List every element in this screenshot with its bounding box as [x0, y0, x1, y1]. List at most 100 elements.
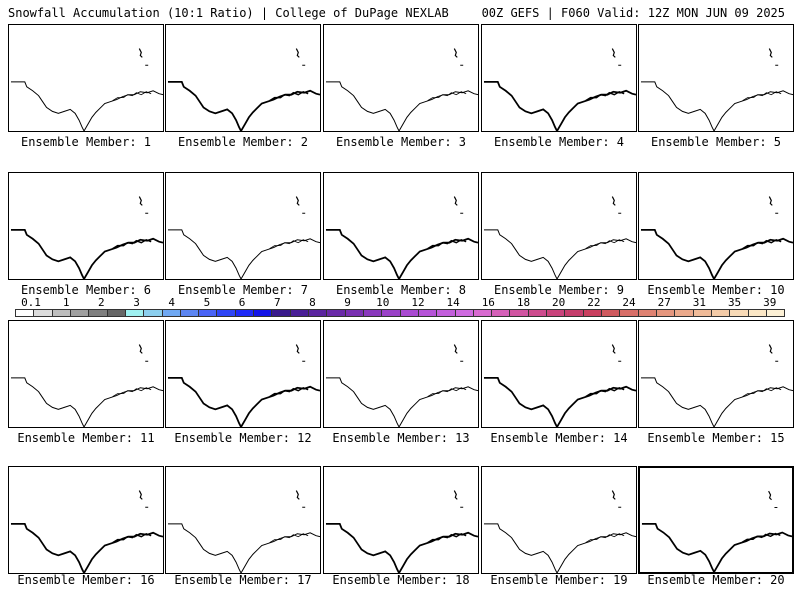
island-outline [295, 196, 300, 206]
ensemble-member-label: Ensemble Member: 20 [647, 573, 785, 587]
island-outline [453, 344, 458, 354]
coastline-detail [742, 238, 782, 250]
ensemble-panel[interactable] [323, 172, 479, 280]
ensemble-panel[interactable] [481, 320, 637, 428]
colorbar-tick-label: 12 [411, 296, 425, 309]
coastline-detail [427, 387, 467, 397]
ensemble-panel[interactable] [638, 172, 794, 280]
coastline-detail [585, 239, 625, 249]
colorbar-swatch [180, 310, 200, 316]
colorbar-swatch [254, 310, 273, 316]
ensemble-panel[interactable] [323, 466, 479, 574]
ensemble-member-label: Ensemble Member: 10 [647, 283, 785, 297]
colorbar-swatch [693, 310, 712, 316]
colorbar-swatch [290, 310, 309, 316]
ensemble-panel[interactable] [638, 320, 794, 428]
ensemble-panel[interactable] [481, 172, 637, 280]
coastline [167, 377, 320, 427]
island-outline [453, 48, 458, 58]
header-title-right: 00Z GEFS | F060 Valid: 12Z MON JUN 09 20… [481, 6, 785, 20]
ensemble-panel[interactable] [165, 172, 321, 280]
map-outline [325, 196, 478, 279]
ensemble-panel[interactable] [8, 24, 164, 132]
map-outline [640, 344, 793, 427]
island-outline [295, 344, 300, 354]
colorbar-swatch [345, 310, 364, 316]
coastline-detail [427, 91, 467, 101]
ensemble-member-label: Ensemble Member: 14 [490, 431, 628, 445]
colorbar-tick-label: 0.1 [21, 296, 41, 309]
colorbar-tick-label: 24 [622, 296, 636, 309]
colorbar-tick-label: 14 [446, 296, 460, 309]
island-outline [611, 196, 616, 206]
colorbar-swatch [711, 310, 731, 316]
ensemble-member-label: Ensemble Member: 16 [17, 573, 155, 587]
ensemble-panel[interactable] [481, 24, 637, 132]
colorbar-swatch [620, 310, 639, 316]
coastline-detail [269, 90, 309, 102]
map-outline [10, 196, 163, 279]
colorbar-tick-label: 35 [727, 296, 742, 309]
colorbar-swatch [730, 310, 749, 316]
map-outline [483, 196, 636, 279]
island-outline [295, 490, 300, 500]
header-title-left: Snowfall Accumulation (10:1 Ratio) | Col… [8, 6, 449, 20]
island-outline [138, 344, 143, 354]
ensemble-panel[interactable] [638, 24, 794, 132]
ensemble-member-label: Ensemble Member: 19 [490, 573, 628, 587]
colorbar-swatch [89, 310, 108, 316]
colorbar-tick-label: 16 [481, 296, 495, 309]
ensemble-panel[interactable] [165, 24, 321, 132]
coastline [483, 81, 636, 131]
island-outline [768, 490, 772, 501]
colorbar-tick-label: 22 [587, 296, 601, 309]
map-outline [10, 48, 163, 131]
ensemble-panel[interactable] [8, 172, 164, 280]
ensemble-member-label: Ensemble Member: 3 [335, 135, 467, 149]
ensemble-panel[interactable] [165, 466, 321, 574]
coastline-detail [741, 532, 781, 543]
colorbar-swatch [473, 310, 493, 316]
map-outline [167, 490, 320, 573]
ensemble-panel[interactable] [165, 320, 321, 428]
colorbar-tick-label: 39 [763, 296, 777, 309]
coastline [10, 523, 163, 573]
colorbar-swatch [16, 310, 35, 316]
ensemble-panel[interactable] [323, 24, 479, 132]
ensemble-panel[interactable] [481, 466, 637, 574]
coastline [325, 81, 478, 131]
coastline-detail [427, 238, 467, 250]
map-outline [167, 196, 320, 279]
island-outline [611, 490, 616, 500]
colorbar-swatch [675, 310, 694, 316]
ensemble-panel[interactable] [8, 466, 164, 574]
map-outline [483, 48, 636, 131]
colorbar-swatch [400, 310, 419, 316]
colorbar-tick-label: 1 [62, 296, 70, 309]
coastline [10, 81, 163, 131]
coastline [483, 229, 636, 279]
coastline [483, 377, 636, 427]
ensemble-member-label: Ensemble Member: 6 [20, 283, 152, 297]
coastline-detail [269, 533, 309, 543]
coastline-detail [269, 386, 309, 398]
ensemble-panel[interactable] [8, 320, 164, 428]
ensemble-member-label: Ensemble Member: 8 [335, 283, 467, 297]
ensemble-panel[interactable] [323, 320, 479, 428]
colorbar-swatch [766, 310, 785, 316]
ensemble-panel[interactable] [638, 466, 794, 574]
island-outline [138, 48, 143, 58]
colorbar-swatch [363, 310, 383, 316]
island-outline [768, 48, 773, 58]
coastline-detail [742, 387, 782, 397]
island-outline [138, 196, 143, 206]
ensemble-member-label: Ensemble Member: 2 [177, 135, 309, 149]
colorbar-tick-label: 18 [516, 296, 531, 309]
coastline-detail [585, 386, 625, 398]
island-outline [453, 490, 458, 500]
ensemble-member-label: Ensemble Member: 4 [493, 135, 625, 149]
colorbar-swatch [492, 310, 511, 316]
colorbar-swatch [437, 310, 456, 316]
colorbar-swatch [235, 310, 255, 316]
colorbar-swatch [272, 310, 291, 316]
